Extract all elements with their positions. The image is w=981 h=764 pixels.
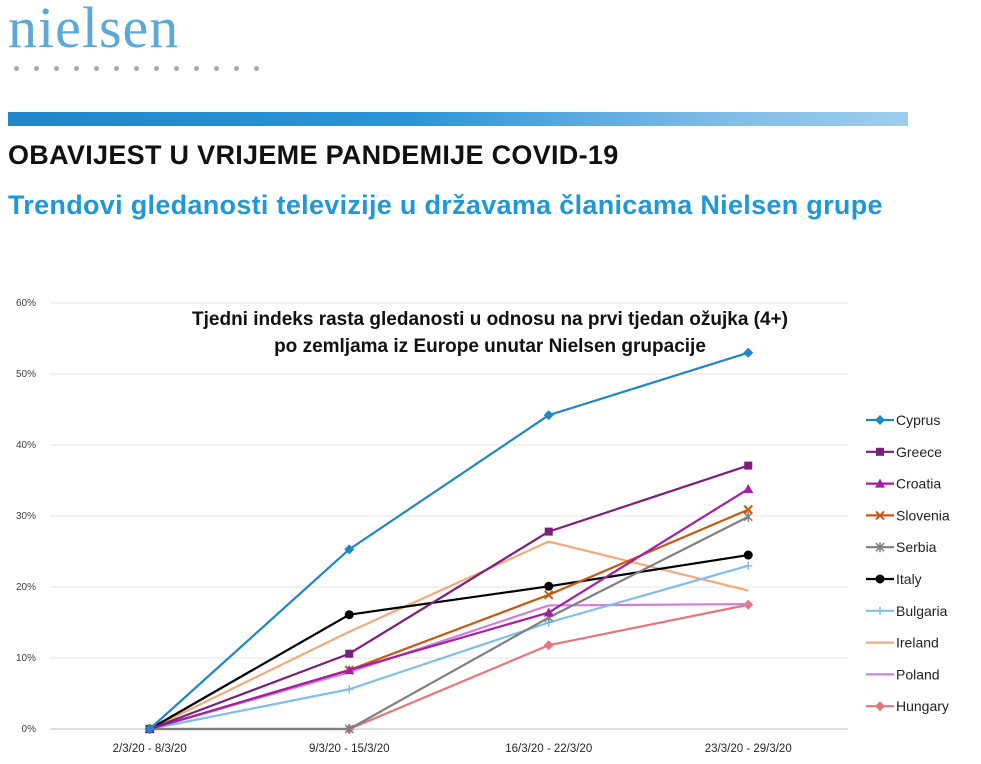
legend-marker-greece (876, 447, 884, 456)
series-line-italy (149, 553, 749, 730)
y-tick-label: 40% (16, 440, 36, 451)
legend-marker-hungary (875, 701, 885, 712)
data-point-croatia (344, 665, 355, 675)
page-heading: OBAVIJEST U VRIJEME PANDEMIJE COVID-19 (8, 140, 619, 170)
legend-marker-italy (875, 574, 885, 584)
y-tick-label: 0% (22, 724, 37, 735)
data-point-greece (345, 649, 354, 658)
logo-dots (14, 66, 259, 71)
series-line-cyprus (149, 351, 749, 730)
legend-label-greece: Greece (896, 444, 942, 460)
legend-label-italy: Italy (896, 571, 922, 587)
chart-title-block: Tjedni indeks rasta gledanosti u odnosu … (140, 306, 840, 360)
legend-marker-slovenia (875, 510, 885, 521)
data-point-serbia (344, 724, 354, 734)
chart-title: Tjedni indeks rasta gledanosti u odnosu … (192, 309, 788, 330)
x-tick-label: 9/3/20 - 15/3/20 (309, 743, 390, 755)
data-point-italy (344, 610, 354, 620)
series-line-serbia (149, 515, 749, 731)
legend-marker-croatia (875, 478, 885, 488)
data-point-italy (743, 550, 753, 560)
legend-label-ireland: Ireland (896, 635, 939, 651)
legend-label-hungary: Hungary (896, 698, 949, 714)
data-point-greece (744, 461, 753, 470)
data-point-croatia (543, 607, 554, 617)
legend-label-cyprus: Cyprus (896, 412, 940, 428)
y-tick-label: 10% (16, 653, 36, 664)
legend-label-bulgaria: Bulgaria (896, 603, 948, 619)
x-tick-label: 16/3/20 - 22/3/20 (505, 743, 592, 755)
x-tick-label: 23/3/20 - 29/3/20 (705, 743, 792, 755)
data-point-cyprus (543, 410, 554, 421)
data-point-slovenia (743, 504, 753, 515)
data-point-cyprus (743, 347, 754, 358)
y-tick-label: 20% (16, 582, 36, 593)
x-tick-label: 2/3/20 - 8/3/20 (113, 743, 187, 755)
legend-marker-serbia (875, 542, 885, 553)
data-point-bulgaria (744, 561, 753, 570)
series-line-greece (149, 464, 749, 731)
y-tick-label: 30% (16, 511, 36, 522)
nielsen-logo: nielsen (8, 0, 180, 60)
chart-subtitle: po zemljama iz Europe unutar Nielsen gru… (274, 336, 706, 357)
data-point-bulgaria (345, 685, 354, 694)
legend-marker-bulgaria (876, 606, 884, 615)
legend-label-croatia: Croatia (896, 476, 941, 492)
data-point-hungary (543, 640, 554, 651)
y-tick-label: 50% (16, 369, 36, 380)
data-point-cyprus (344, 544, 355, 555)
data-point-serbia (743, 511, 753, 522)
legend-label-poland: Poland (896, 666, 940, 682)
data-point-slovenia (544, 590, 554, 600)
legend-marker-cyprus (875, 415, 885, 425)
data-point-greece (544, 527, 553, 536)
data-point-cyprus (144, 724, 155, 734)
page-subheading: Trendovi gledanosti televizije u državam… (8, 190, 883, 220)
series-line-croatia (149, 488, 749, 731)
data-point-italy (544, 581, 554, 591)
series-line-bulgaria (149, 564, 749, 731)
header-banner (8, 112, 908, 126)
data-point-croatia (743, 484, 754, 494)
legend-label-slovenia: Slovenia (896, 507, 950, 523)
legend-label-serbia: Serbia (896, 539, 937, 555)
y-tick-label: 60% (16, 298, 36, 309)
